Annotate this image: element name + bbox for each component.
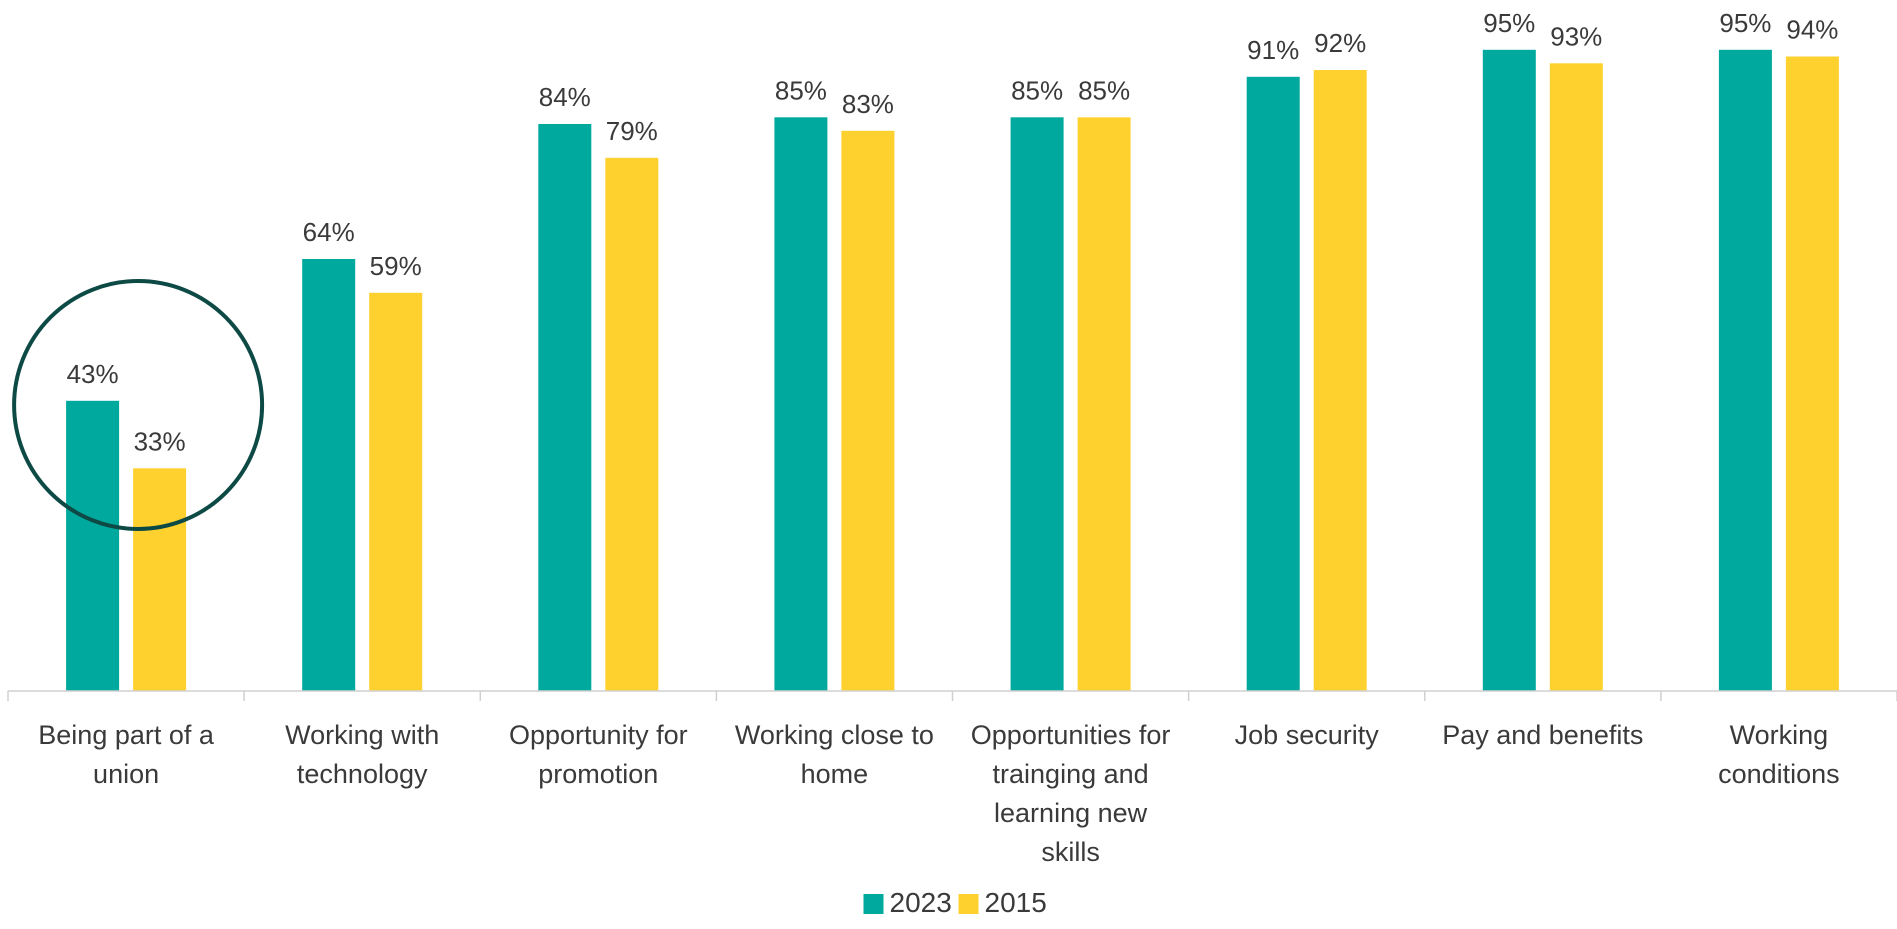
- data-label-2023-6: 95%: [1483, 8, 1535, 38]
- data-label-2015-3: 83%: [842, 89, 894, 119]
- category-label-1: Working with technology: [285, 720, 439, 789]
- data-label-2015-6: 93%: [1550, 21, 1602, 51]
- data-label-2023-0: 43%: [67, 359, 119, 389]
- legend-label-2023: 2023: [890, 887, 952, 918]
- category-label-0: Being part of a union: [38, 720, 215, 789]
- category-label-7: Working conditions: [1718, 720, 1840, 789]
- bar-2023-6: [1482, 49, 1536, 692]
- data-labels-layer: 43% 64% 84% 85% 85% 91% 95% 95% 33% 59% 79% 83% 85% 9…: [67, 8, 1839, 456]
- data-label-2015-7: 94%: [1786, 15, 1838, 45]
- bar-2023-4: [1010, 117, 1064, 692]
- data-label-2023-4: 85%: [1011, 75, 1063, 105]
- data-label-2015-5: 92%: [1314, 28, 1366, 58]
- data-label-2015-4: 85%: [1078, 75, 1130, 105]
- legend: 2023 2015: [863, 887, 1047, 918]
- legend-swatch-2015: [958, 894, 979, 914]
- bar-2023-0: [66, 400, 120, 692]
- bar-2015-6: [1549, 63, 1603, 692]
- legend-swatch-2023: [863, 894, 884, 914]
- bar-2015-3: [841, 130, 895, 692]
- category-label-3: Working close to home: [735, 720, 934, 789]
- bar-2023-7: [1718, 49, 1772, 692]
- data-label-2023-7: 95%: [1719, 8, 1771, 38]
- legend-label-2015: 2015: [985, 887, 1047, 918]
- category-labels-layer: Being part of a union Working with technolo…: [38, 720, 1839, 867]
- category-label-5: Job security: [1235, 720, 1380, 750]
- category-label-4: Opportunities for trainging and learning n…: [971, 720, 1171, 867]
- data-label-2015-1: 59%: [370, 251, 422, 281]
- data-label-2023-2: 84%: [539, 82, 591, 112]
- data-label-2015-2: 79%: [606, 116, 658, 146]
- bar-2023-2: [538, 124, 592, 691]
- bars-layer: [66, 49, 1839, 692]
- data-label-2023-5: 91%: [1247, 35, 1299, 65]
- bar-2015-4: [1077, 117, 1131, 692]
- legend-item-2015: 2015: [958, 887, 1047, 918]
- highlight-layer: [12, 279, 265, 531]
- legend-item-2023: 2023: [863, 887, 952, 918]
- data-label-2023-3: 85%: [775, 75, 827, 105]
- data-label-2015-0: 33%: [134, 426, 186, 456]
- bar-2023-1: [302, 259, 356, 691]
- bar-2015-2: [605, 157, 659, 692]
- bar-2015-5: [1313, 70, 1367, 691]
- bar-2023-5: [1246, 76, 1300, 692]
- highlight-circle: [12, 279, 265, 531]
- category-label-2: Opportunity for promotion: [509, 720, 688, 789]
- bar-2015-0: [133, 468, 187, 692]
- x-axis: [7, 690, 1897, 701]
- category-label-6: Pay and benefits: [1442, 720, 1643, 750]
- bar-2015-7: [1785, 56, 1839, 691]
- bar-2015-1: [369, 292, 423, 692]
- bar-2023-3: [774, 117, 828, 692]
- data-label-2023-1: 64%: [303, 217, 355, 247]
